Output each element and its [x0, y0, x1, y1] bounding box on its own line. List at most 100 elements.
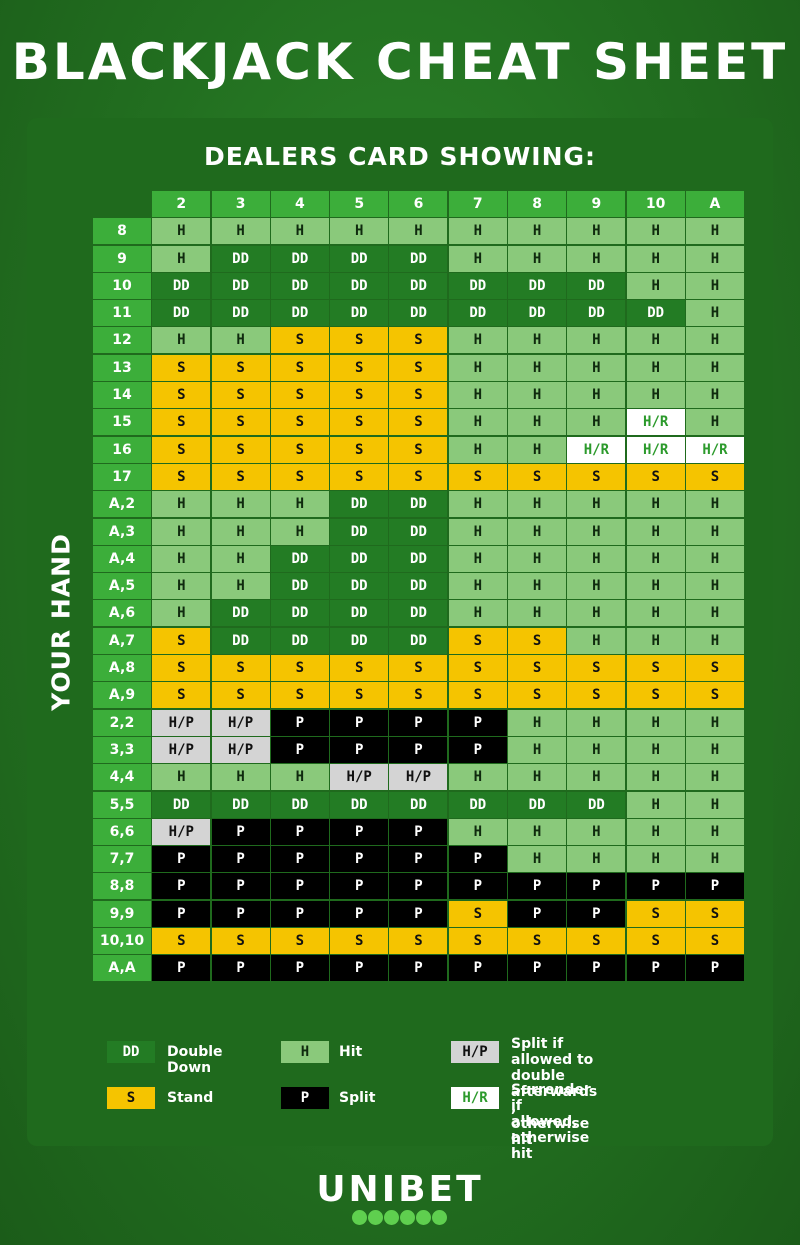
strategy-cell: H — [626, 736, 685, 763]
hand-header: 7,7 — [93, 846, 151, 873]
strategy-cell: H — [448, 327, 507, 354]
strategy-cell: H — [448, 545, 507, 572]
strategy-cell: H/R — [626, 409, 685, 436]
strategy-cell: P — [330, 955, 389, 982]
strategy-cell: H — [211, 573, 270, 600]
strategy-cell: P — [389, 873, 448, 900]
strategy-cell: H — [626, 627, 685, 654]
strategy-cell: H — [685, 354, 744, 381]
legend-label-hit-split: Split if allowed to double afterwards , … — [511, 1036, 597, 1148]
strategy-cell: P — [508, 873, 567, 900]
strategy-cell: H — [389, 218, 448, 245]
strategy-cell: H — [567, 818, 626, 845]
strategy-cell: DD — [270, 245, 329, 272]
strategy-cell: P — [626, 955, 685, 982]
strategy-cell: S — [330, 436, 389, 463]
strategy-cell: H — [152, 218, 211, 245]
strategy-cell: P — [389, 955, 448, 982]
strategy-cell: DD — [389, 573, 448, 600]
hand-header: 13 — [93, 354, 151, 381]
strategy-cell: H — [626, 491, 685, 518]
strategy-cell: S — [211, 382, 270, 409]
strategy-cell: S — [152, 627, 211, 654]
hand-header: 8,8 — [93, 873, 151, 900]
strategy-cell: H — [448, 218, 507, 245]
legend-label-split: Split — [339, 1090, 376, 1106]
strategy-cell: DD — [270, 573, 329, 600]
strategy-cell: H — [685, 382, 744, 409]
strategy-cell: S — [211, 928, 270, 955]
dealer-card-header: 6 — [389, 191, 448, 217]
strategy-cell: S — [211, 682, 270, 709]
strategy-cell: P — [330, 736, 389, 763]
strategy-cell: P — [270, 846, 329, 873]
strategy-cell: H — [567, 545, 626, 572]
strategy-cell: H — [567, 518, 626, 545]
strategy-cell: S — [389, 354, 448, 381]
strategy-cell: S — [270, 382, 329, 409]
legend-swatch-hit-split: H/P — [451, 1041, 499, 1063]
strategy-cell: H — [448, 382, 507, 409]
hand-header: 10 — [93, 272, 151, 299]
strategy-cell: H — [211, 327, 270, 354]
strategy-cell: H — [508, 436, 567, 463]
strategy-cell: H — [685, 518, 744, 545]
strategy-cell: H/R — [685, 436, 744, 463]
strategy-cell: H — [685, 764, 744, 791]
strategy-cell: S — [152, 409, 211, 436]
strategy-cell: H — [508, 218, 567, 245]
strategy-cell: P — [211, 846, 270, 873]
strategy-cell: S — [330, 354, 389, 381]
strategy-cell: H — [685, 846, 744, 873]
legend-label-hit-surrender: Surrender if allowed, otherwise hit — [511, 1082, 591, 1162]
strategy-cell: H — [626, 709, 685, 736]
strategy-cell: S — [448, 655, 507, 682]
strategy-cell: DD — [270, 300, 329, 327]
hand-header: 2,2 — [93, 709, 151, 736]
strategy-cell: H — [685, 818, 744, 845]
strategy-cell: H — [685, 600, 744, 627]
your-hand-label: YOUR HAND — [46, 533, 76, 711]
strategy-cell: P — [211, 955, 270, 982]
strategy-cell: S — [626, 655, 685, 682]
strategy-cell: DD — [330, 791, 389, 818]
strategy-cell: S — [270, 409, 329, 436]
strategy-cell: H — [567, 709, 626, 736]
page-title: BLACKJACK CHEAT SHEET — [11, 33, 789, 91]
strategy-cell: P — [448, 736, 507, 763]
strategy-cell: DD — [448, 300, 507, 327]
strategy-cell: DD — [448, 272, 507, 299]
strategy-cell: S — [685, 682, 744, 709]
strategy-cell: H — [685, 491, 744, 518]
strategy-cell: H — [685, 709, 744, 736]
hand-header: 8 — [93, 218, 151, 245]
strategy-cell: DD — [211, 627, 270, 654]
strategy-cell: P — [626, 873, 685, 900]
legend-hit-surrender-line1: Surrender if allowed, — [511, 1082, 591, 1130]
strategy-cell: DD — [567, 300, 626, 327]
strategy-cell: H — [567, 573, 626, 600]
strategy-cell: S — [211, 354, 270, 381]
strategy-cell: H — [567, 218, 626, 245]
strategy-cell: P — [211, 818, 270, 845]
strategy-cell: S — [270, 655, 329, 682]
dealer-card-header: 7 — [448, 191, 507, 217]
strategy-cell: S — [330, 382, 389, 409]
hand-header: 10,10 — [93, 928, 151, 955]
strategy-cell: DD — [270, 600, 329, 627]
hand-header: 9,9 — [93, 900, 151, 927]
strategy-cell: H — [270, 764, 329, 791]
strategy-grid: 2 3 4 5 6 7 8 9 10 A 8 H H H H H H H H H H 9 H DD DD DD DD H H H H H 10 D… — [93, 191, 744, 982]
strategy-cell: P — [389, 846, 448, 873]
strategy-cell: DD — [211, 272, 270, 299]
strategy-cell: S — [152, 436, 211, 463]
hand-header: 9 — [93, 245, 151, 272]
strategy-cell: S — [389, 928, 448, 955]
strategy-cell: DD — [330, 272, 389, 299]
strategy-cell: H — [211, 218, 270, 245]
strategy-cell: P — [448, 955, 507, 982]
strategy-cell: H — [626, 818, 685, 845]
strategy-cell: DD — [389, 600, 448, 627]
strategy-cell: S — [626, 928, 685, 955]
strategy-cell: H/R — [567, 436, 626, 463]
